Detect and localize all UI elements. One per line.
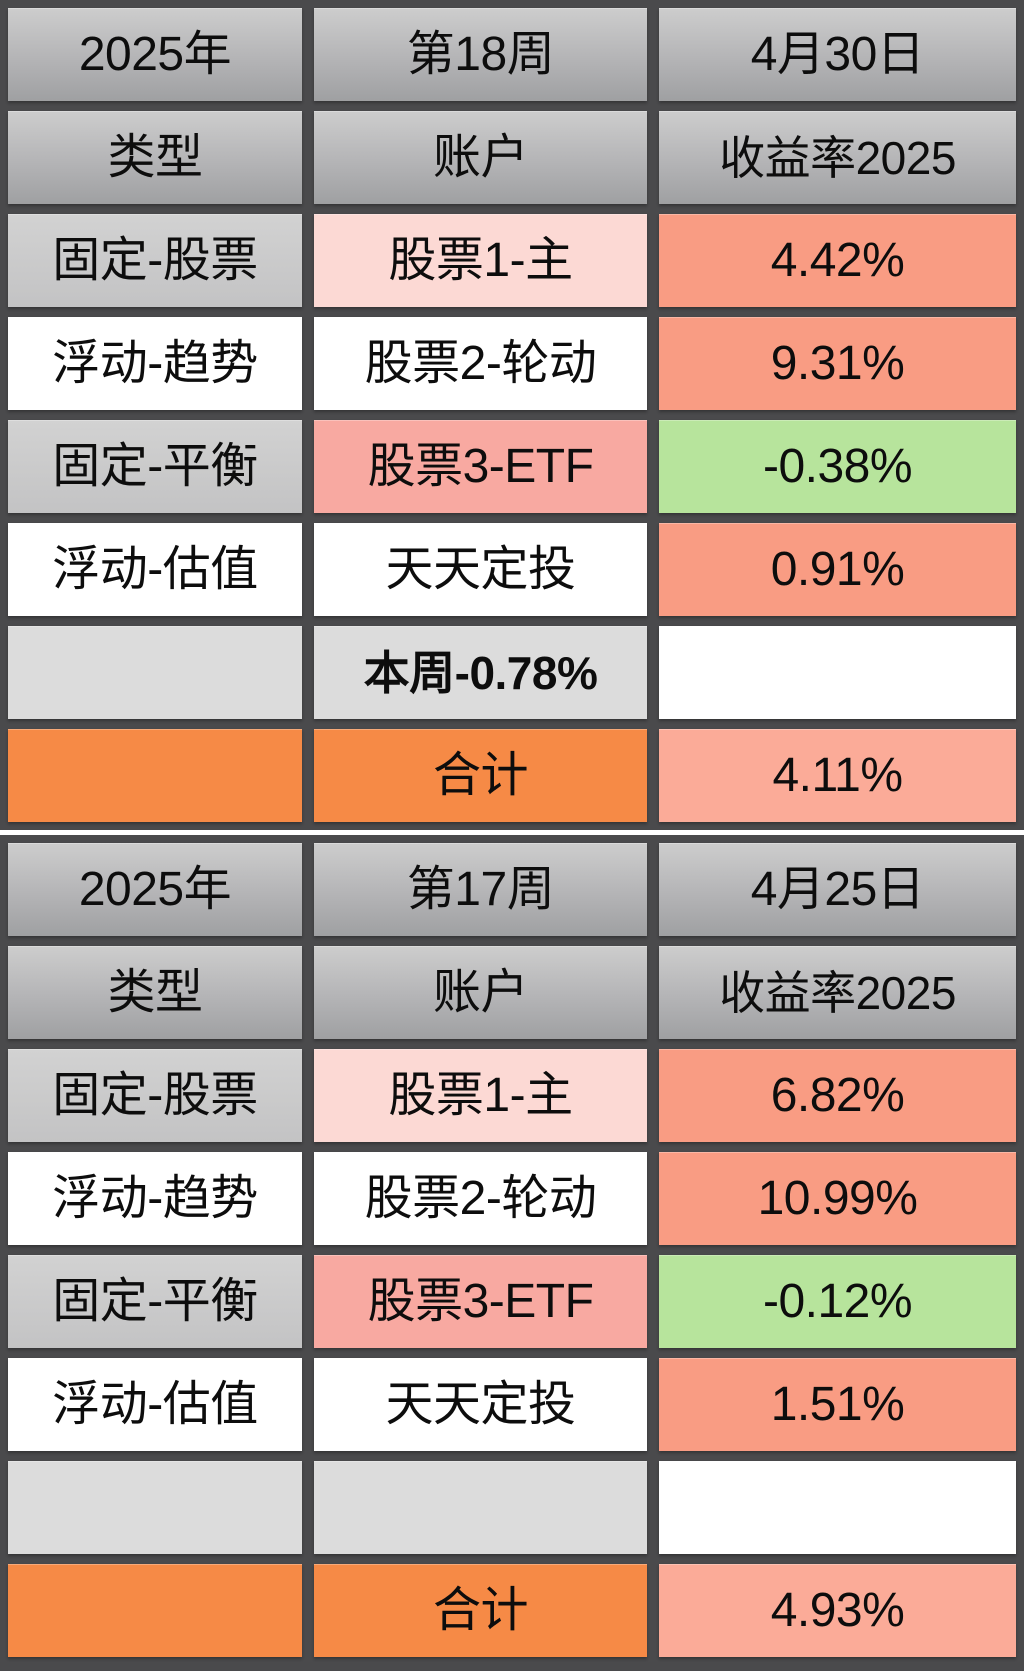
empty-cell <box>314 1461 647 1554</box>
total-rate-cell: 4.11% <box>659 729 1016 822</box>
account-cell: 股票2-轮动 <box>314 317 647 410</box>
table-separator <box>0 830 1024 835</box>
rate-cell: -0.12% <box>659 1255 1016 1348</box>
total-rate-cell: 4.93% <box>659 1564 1016 1657</box>
date-cell: 4月30日 <box>659 8 1016 101</box>
account-cell: 股票3-ETF <box>314 420 647 513</box>
type-cell: 浮动-估值 <box>8 1358 302 1451</box>
account-column-header: 账户 <box>314 946 647 1039</box>
type-cell: 浮动-趋势 <box>8 317 302 410</box>
year-cell: 2025年 <box>8 843 302 936</box>
empty-cell <box>8 1461 302 1554</box>
empty-cell <box>8 729 302 822</box>
empty-cell <box>8 1564 302 1657</box>
rate-cell: 10.99% <box>659 1152 1016 1245</box>
empty-cell <box>659 626 1016 719</box>
account-cell: 天天定投 <box>314 1358 647 1451</box>
rate-cell: 1.51% <box>659 1358 1016 1451</box>
empty-cell <box>8 626 302 719</box>
account-column-header: 账户 <box>314 111 647 204</box>
type-cell: 固定-股票 <box>8 1049 302 1142</box>
account-cell: 股票1-主 <box>314 214 647 307</box>
week-cell: 第17周 <box>314 843 647 936</box>
type-cell: 固定-股票 <box>8 214 302 307</box>
account-cell: 股票3-ETF <box>314 1255 647 1348</box>
rate-cell: 9.31% <box>659 317 1016 410</box>
type-cell: 固定-平衡 <box>8 420 302 513</box>
weekly-return-table-week18: 2025年 第18周 4月30日 类型 账户 收益率2025 固定-股票 股票1… <box>0 0 1024 830</box>
weekly-return-table-week17: 2025年 第17周 4月25日 类型 账户 收益率2025 固定-股票 股票1… <box>0 835 1024 1665</box>
rate-cell: 6.82% <box>659 1049 1016 1142</box>
total-label-cell: 合计 <box>314 729 647 822</box>
type-cell: 浮动-趋势 <box>8 1152 302 1245</box>
empty-cell <box>659 1461 1016 1554</box>
type-cell: 固定-平衡 <box>8 1255 302 1348</box>
week-cell: 第18周 <box>314 8 647 101</box>
account-cell: 股票1-主 <box>314 1049 647 1142</box>
total-label-cell: 合计 <box>314 1564 647 1657</box>
rate-column-header: 收益率2025 <box>659 946 1016 1039</box>
rate-column-header: 收益率2025 <box>659 111 1016 204</box>
type-column-header: 类型 <box>8 111 302 204</box>
rate-cell: 0.91% <box>659 523 1016 616</box>
rate-cell: 4.42% <box>659 214 1016 307</box>
year-cell: 2025年 <box>8 8 302 101</box>
date-cell: 4月25日 <box>659 843 1016 936</box>
account-cell: 天天定投 <box>314 523 647 616</box>
week-summary-cell: 本周-0.78% <box>314 626 647 719</box>
rate-cell: -0.38% <box>659 420 1016 513</box>
type-column-header: 类型 <box>8 946 302 1039</box>
account-cell: 股票2-轮动 <box>314 1152 647 1245</box>
type-cell: 浮动-估值 <box>8 523 302 616</box>
